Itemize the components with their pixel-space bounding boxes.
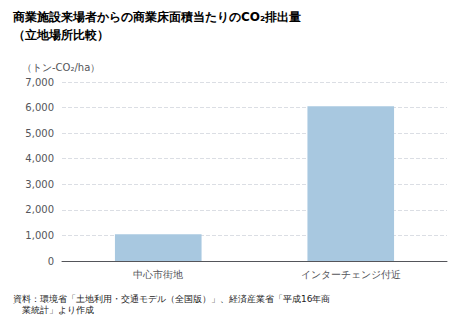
svg-text:業統計」より作成: 業統計」より作成 [13,305,94,315]
svg-text:インターチェンジ付近: インターチェンジ付近 [301,269,401,280]
svg-text:（立地場所比較）: （立地場所比較） [13,28,109,42]
svg-text:3,000: 3,000 [25,179,54,190]
svg-text:資料：環境省「土地利用・交通モデル（全国版）」、経済産業省「: 資料：環境省「土地利用・交通モデル（全国版）」、経済産業省「平成16年商 [13,294,330,304]
svg-text:0: 0 [48,256,54,267]
svg-text:4,000: 4,000 [25,153,54,164]
svg-text:商業施設来場者からの商業床面積当たりのCO₂排出量: 商業施設来場者からの商業床面積当たりのCO₂排出量 [12,10,301,24]
svg-text:5,000: 5,000 [25,128,54,139]
svg-text:6,000: 6,000 [25,102,54,113]
svg-text:中心市街地: 中心市街地 [133,269,183,280]
svg-text:（トン-CO₂/ha）: （トン-CO₂/ha） [22,62,100,73]
svg-text:1,000: 1,000 [25,230,54,241]
svg-text:2,000: 2,000 [25,204,54,215]
svg-text:7,000: 7,000 [25,77,54,88]
